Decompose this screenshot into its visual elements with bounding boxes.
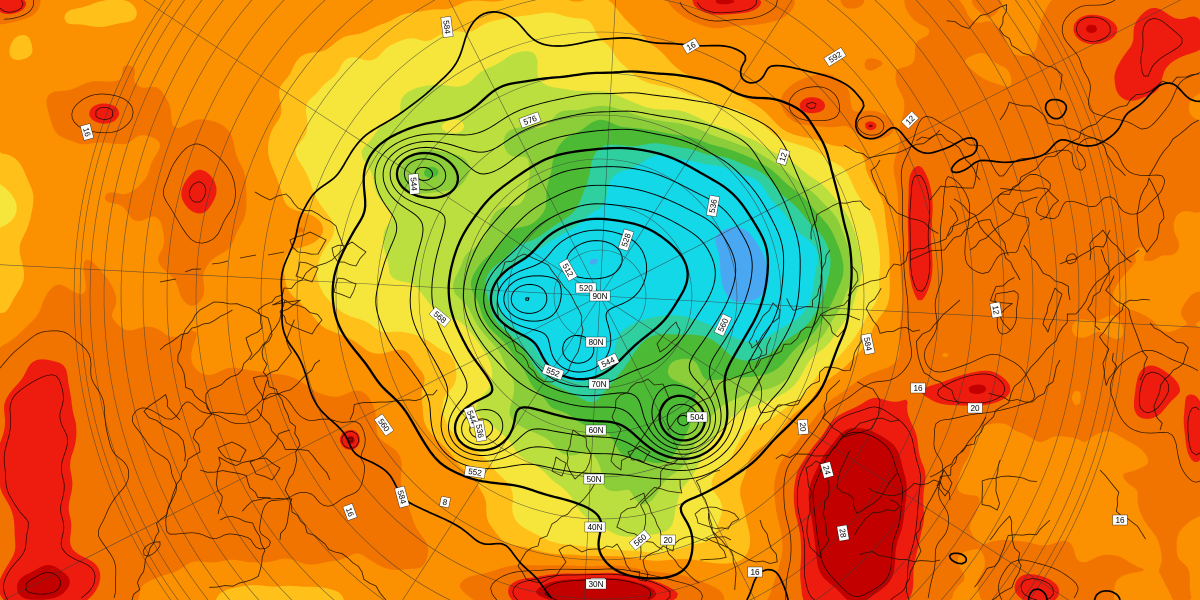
svg-text:8: 8 <box>442 498 449 508</box>
svg-text:12: 12 <box>778 151 790 163</box>
svg-text:80N: 80N <box>588 338 603 347</box>
svg-text:20: 20 <box>970 404 980 413</box>
svg-text:584: 584 <box>395 489 407 505</box>
svg-text:28: 28 <box>837 528 848 539</box>
svg-text:552: 552 <box>468 467 483 478</box>
svg-text:20: 20 <box>798 422 808 432</box>
svg-text:520: 520 <box>579 284 593 293</box>
svg-text:30N: 30N <box>588 580 603 589</box>
svg-text:528: 528 <box>620 232 633 248</box>
svg-text:16: 16 <box>81 127 92 139</box>
svg-text:70N: 70N <box>591 380 606 389</box>
svg-text:16: 16 <box>1115 516 1125 525</box>
svg-text:16: 16 <box>913 384 923 393</box>
svg-text:536: 536 <box>708 198 719 213</box>
svg-text:24: 24 <box>821 465 832 477</box>
svg-text:60N: 60N <box>588 426 603 435</box>
svg-text:584: 584 <box>441 20 452 35</box>
svg-text:16: 16 <box>750 568 760 577</box>
svg-text:40N: 40N <box>587 523 602 532</box>
svg-text:584: 584 <box>862 336 874 352</box>
svg-text:16: 16 <box>685 40 698 53</box>
svg-text:12: 12 <box>990 305 1001 316</box>
svg-text:20: 20 <box>663 536 673 545</box>
svg-text:50N: 50N <box>586 475 601 484</box>
svg-text:544: 544 <box>409 177 419 192</box>
svg-text:504: 504 <box>690 413 704 422</box>
svg-text:536: 536 <box>474 424 485 439</box>
svg-text:16: 16 <box>344 506 356 518</box>
svg-text:90N: 90N <box>592 292 607 301</box>
